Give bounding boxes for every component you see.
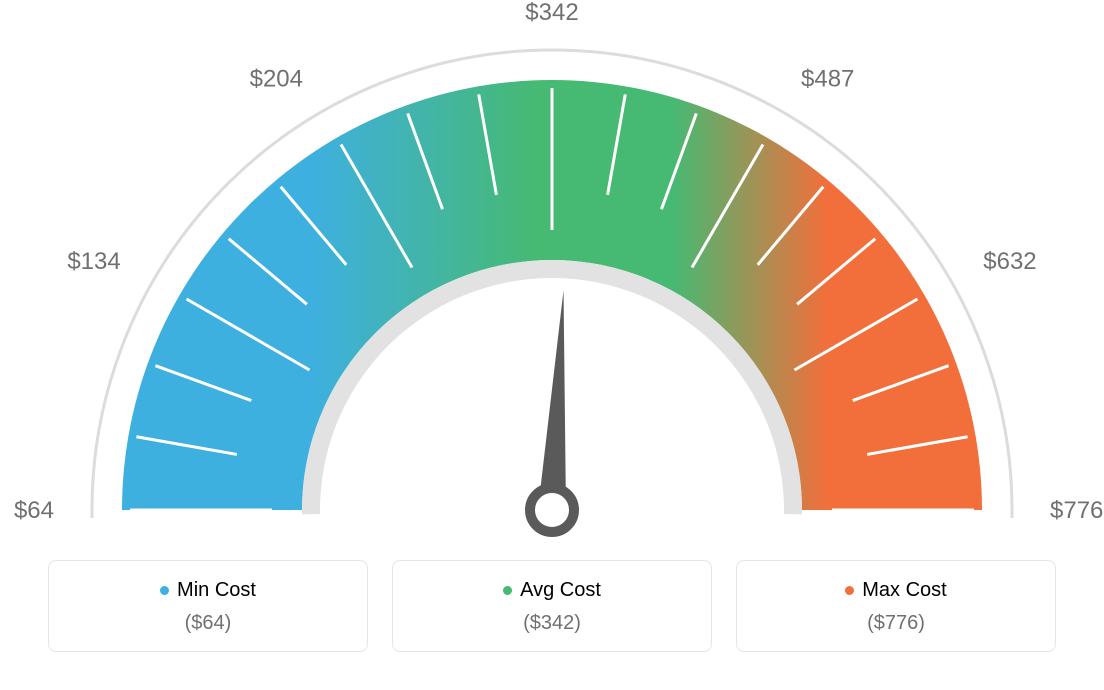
legend-row: Min Cost ($64) Avg Cost ($342) Max Cost …	[0, 560, 1104, 652]
legend-card-avg: Avg Cost ($342)	[392, 560, 712, 652]
legend-title-label: Max Cost	[862, 579, 946, 602]
dot-icon	[503, 586, 512, 595]
legend-value-max: ($776)	[747, 612, 1045, 635]
legend-card-max: Max Cost ($776)	[736, 560, 1056, 652]
svg-text:$342: $342	[525, 0, 578, 26]
svg-text:$204: $204	[250, 66, 303, 93]
legend-card-min: Min Cost ($64)	[48, 560, 368, 652]
legend-value-avg: ($342)	[403, 612, 701, 635]
legend-value-min: ($64)	[59, 612, 357, 635]
dot-icon	[845, 586, 854, 595]
legend-title-label: Min Cost	[177, 579, 256, 602]
legend-title-label: Avg Cost	[520, 579, 601, 602]
legend-title-min: Min Cost	[160, 579, 256, 602]
gauge-chart: $64 $134 $204 $342 $487 $632 $776	[0, 0, 1104, 560]
svg-text:$487: $487	[801, 66, 854, 93]
dot-icon	[160, 586, 169, 595]
legend-title-max: Max Cost	[845, 579, 946, 602]
gauge-svg: $64 $134 $204 $342 $487 $632 $776	[0, 0, 1104, 560]
svg-text:$134: $134	[67, 248, 120, 275]
svg-text:$64: $64	[14, 497, 54, 524]
svg-text:$776: $776	[1050, 497, 1103, 524]
legend-title-avg: Avg Cost	[503, 579, 601, 602]
svg-text:$632: $632	[983, 248, 1036, 275]
